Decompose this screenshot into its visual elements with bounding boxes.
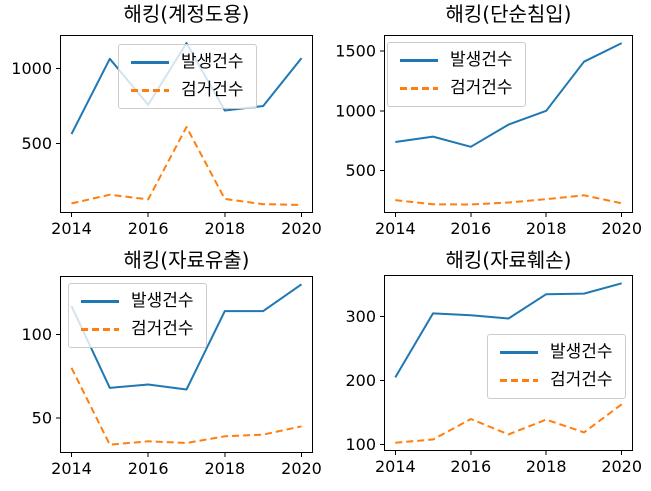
legend-line-solid-icon <box>81 300 119 303</box>
subplot-account-hijacking: 해킹(계정도용) 2014 2016 2018 2020 500 1000 발생건수 검거… <box>0 0 326 245</box>
legend-label-occurrences: 발생건수 <box>450 50 513 70</box>
x-tick-label: 2014 <box>51 219 92 238</box>
legend-label-arrests: 검거건수 <box>131 319 194 339</box>
legend-line-solid-icon <box>400 59 438 62</box>
x-tick-label: 2020 <box>281 459 322 478</box>
x-tick-label: 2018 <box>204 459 245 478</box>
legend-line-dashed-icon <box>81 328 119 331</box>
axes-spines <box>384 35 633 213</box>
legend-simple-intrusion: 발생건수 검거건수 <box>387 42 526 107</box>
legend-entry-occurrences: 발생건수 <box>81 292 194 311</box>
x-tick-label: 2014 <box>375 219 416 238</box>
axes-spines <box>384 275 633 451</box>
x-tick-label: 2020 <box>601 457 642 476</box>
y-tick-label: 1500 <box>335 41 376 60</box>
y-tick-label: 1000 <box>335 101 376 120</box>
legend-entry-occurrences: 발생건수 <box>131 53 244 72</box>
x-tick-label: 2020 <box>281 219 322 238</box>
subplot-data-leak: 해킹(자료유출) 2014 2016 2018 2020 50 100 발생건수 검거건수 <box>0 245 326 491</box>
x-tick-label: 2016 <box>128 459 169 478</box>
plot-area-account-hijacking: 2014 2016 2018 2020 500 1000 <box>11 35 322 238</box>
legend-label-arrests: 검거건수 <box>450 78 513 98</box>
legend-label-occurrences: 발생건수 <box>181 52 244 72</box>
x-tick-label: 2014 <box>375 457 416 476</box>
chart-title-data-leak: 해킹(자료유출) <box>123 248 250 272</box>
line-occurrences <box>70 42 303 135</box>
y-tick-label: 500 <box>21 134 52 153</box>
legend-label-arrests: 검거건수 <box>550 370 613 390</box>
plot-area-data-leak: 2014 2016 2018 2020 50 100 <box>21 276 322 478</box>
line-occurrences <box>70 283 303 391</box>
chart-title-simple-intrusion: 해킹(단순침입) <box>445 2 572 26</box>
subplot-data-damage: 해킹(자료훼손) 2014 2016 2018 2020 100 200 300 발생건수 … <box>325 245 651 491</box>
legend-label-occurrences: 발생건수 <box>131 291 194 311</box>
x-tick-label: 2018 <box>204 219 245 238</box>
x-tick-label: 2020 <box>601 219 642 238</box>
axes-spines <box>60 276 313 453</box>
legend-entry-occurrences: 발생건수 <box>500 343 613 362</box>
legend-entry-arrests: 검거건수 <box>131 81 244 100</box>
legend-line-solid-icon <box>500 351 538 354</box>
plot-area-data-damage: 2014 2016 2018 2020 100 200 300 <box>345 275 642 476</box>
axes-spines <box>60 35 313 213</box>
legend-line-dashed-icon <box>400 87 438 90</box>
line-arrests <box>395 403 623 444</box>
legend-label-arrests: 검거건수 <box>181 80 244 100</box>
y-tick-label: 500 <box>345 161 376 180</box>
y-tick-label: 300 <box>345 307 376 326</box>
legend-line-dashed-icon <box>500 379 538 382</box>
x-tick-label: 2016 <box>450 219 491 238</box>
legend-line-dashed-icon <box>131 89 169 92</box>
y-tick-label: 50 <box>32 408 52 427</box>
legend-line-solid-icon <box>131 61 169 64</box>
line-occurrences <box>394 282 622 378</box>
y-tick-label: 100 <box>345 435 376 454</box>
y-tick-label: 100 <box>21 325 52 344</box>
legend-label-occurrences: 발생건수 <box>550 342 613 362</box>
line-arrests <box>71 126 302 206</box>
legend-entry-arrests: 검거건수 <box>400 79 513 98</box>
legend-entry-arrests: 검거건수 <box>500 371 613 390</box>
legend-account-hijacking: 발생건수 검거건수 <box>118 44 257 109</box>
legend-data-leak: 발생건수 검거건수 <box>68 283 207 348</box>
legend-entry-arrests: 검거건수 <box>81 320 194 339</box>
x-tick-label: 2016 <box>450 457 491 476</box>
y-tick-label: 1000 <box>11 59 52 78</box>
plot-area-simple-intrusion: 2014 2016 2018 2020 500 1000 1500 <box>335 35 642 238</box>
legend-data-damage: 발생건수 검거건수 <box>487 334 626 399</box>
x-tick-label: 2014 <box>51 459 92 478</box>
line-occurrences <box>395 42 623 148</box>
x-tick-label: 2018 <box>526 219 567 238</box>
legend-entry-occurrences: 발생건수 <box>400 51 513 70</box>
chart-title-account-hijacking: 해킹(계정도용) <box>123 2 250 26</box>
subplot-simple-intrusion: 해킹(단순침입) 2014 2016 2018 2020 500 1000 1500 발생건… <box>325 0 651 245</box>
x-tick-label: 2016 <box>128 219 169 238</box>
chart-title-data-damage: 해킹(자료훼손) <box>445 248 572 272</box>
line-arrests <box>395 194 622 206</box>
x-tick-label: 2018 <box>526 457 567 476</box>
y-tick-label: 200 <box>345 371 376 390</box>
